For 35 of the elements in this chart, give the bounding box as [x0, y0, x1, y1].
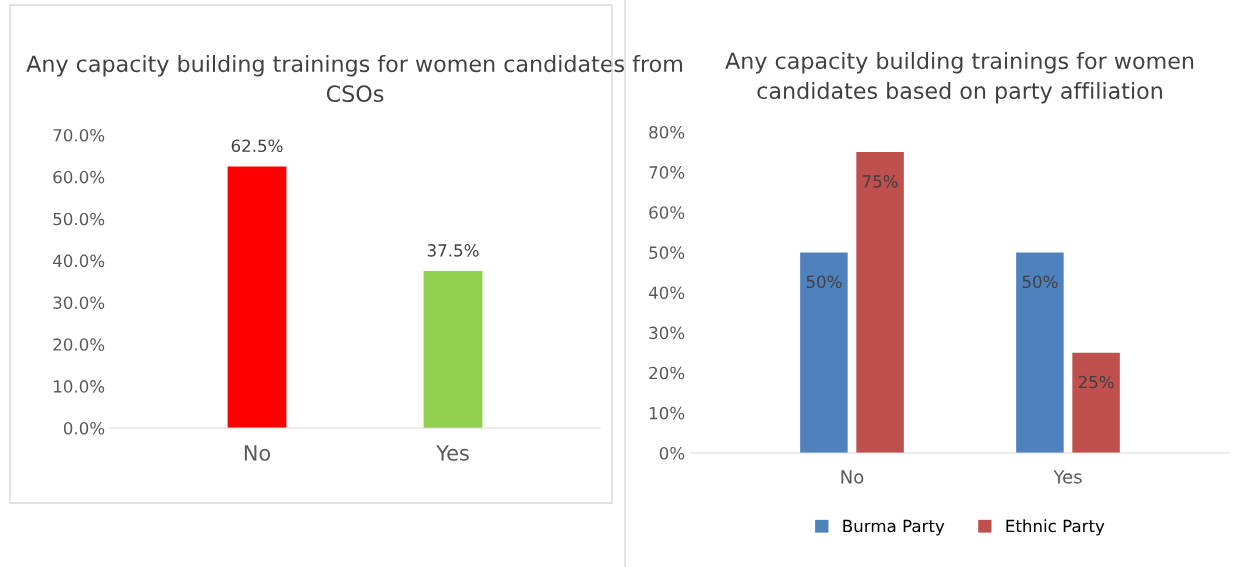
bar: [800, 252, 848, 453]
x-tick-label: Yes: [436, 445, 469, 461]
data-label: 62.5%: [231, 139, 283, 153]
y-tick-label: 40.0%: [53, 254, 105, 268]
y-tick-label: 0.0%: [63, 421, 105, 435]
y-tick-label: 0%: [659, 446, 685, 460]
legend-label: Ethnic Party: [1006, 519, 1105, 536]
bar: [1016, 252, 1064, 453]
data-label: 37.5%: [427, 244, 479, 257]
y-tick-label: 10.0%: [54, 380, 105, 393]
bar: [856, 152, 904, 453]
data-label: 50%: [806, 275, 842, 289]
y-tick-label: 70%: [649, 166, 685, 179]
y-tick-label: 60%: [649, 206, 685, 219]
y-tick-label: 80%: [649, 125, 685, 139]
y-tick-label: 50%: [649, 246, 685, 259]
x-tick-label: No: [244, 445, 271, 461]
chart-title: Any capacity building trainings for women candidates from CSOs: [26, 54, 682, 103]
x-tick-label: Yes: [1053, 470, 1082, 484]
legend-label: Burma Party: [843, 519, 945, 536]
y-tick-label: 40%: [648, 286, 685, 300]
x-tick-label: No: [841, 470, 864, 484]
data-label: 25%: [1078, 375, 1114, 389]
y-tick-label: 60.0%: [53, 170, 105, 184]
y-tick-label: 30.0%: [53, 296, 105, 309]
chart-title: Any capacity building trainings for women candidates based on party affiliation: [725, 51, 1194, 104]
y-tick-label: 70.0%: [53, 128, 105, 142]
y-tick-label: 20.0%: [53, 338, 105, 351]
y-tick-label: 10%: [649, 406, 685, 420]
bar: [1072, 352, 1120, 453]
data-label: 75%: [862, 175, 898, 188]
y-tick-label: 50.0%: [53, 212, 105, 226]
data-label: 50%: [1022, 275, 1058, 289]
y-tick-label: 20%: [649, 366, 685, 380]
y-tick-label: 30%: [649, 326, 685, 340]
